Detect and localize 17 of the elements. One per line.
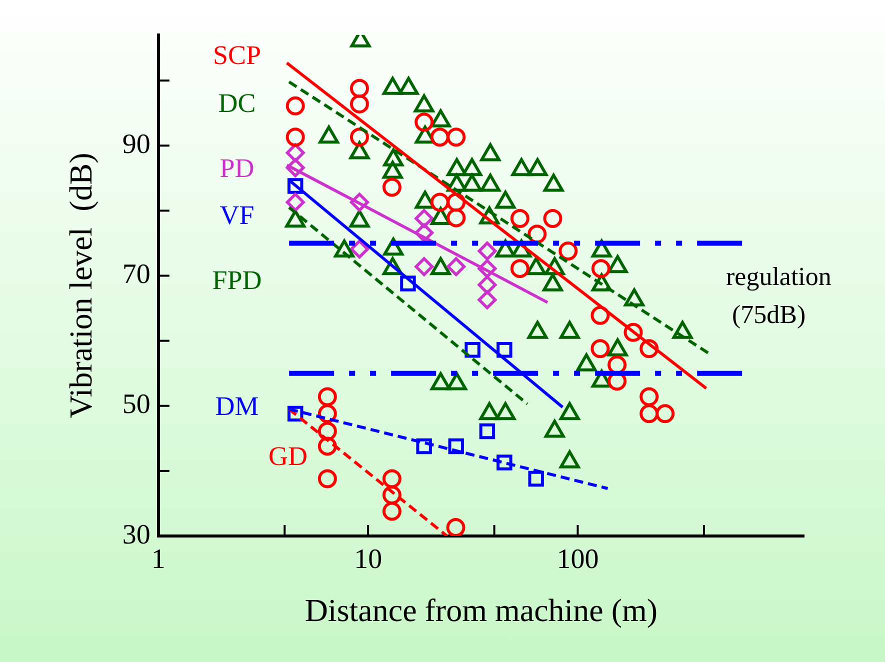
x-tick-label: 100 bbox=[556, 544, 599, 576]
series-label: SCP bbox=[212, 40, 262, 70]
series-label: PD bbox=[220, 153, 254, 184]
series-label: VF bbox=[220, 200, 254, 230]
x-axis-title: Distance from machine (m) bbox=[304, 592, 658, 628]
text: DC bbox=[218, 88, 256, 118]
y-tick-label: 50 bbox=[122, 389, 150, 420]
y-tick-label: 70 bbox=[122, 259, 150, 290]
ref-line-label: regulation (75dB) bbox=[726, 262, 832, 330]
series-label: FPD bbox=[212, 265, 262, 296]
x-tick-label: 10 bbox=[354, 544, 382, 576]
series-label: GD bbox=[268, 441, 308, 472]
x-tick-label: 1 bbox=[151, 544, 166, 576]
y-axis-title: Vibration level (dB) bbox=[62, 152, 99, 418]
y-tick-label: 90 bbox=[122, 128, 150, 160]
series-label: DM bbox=[215, 391, 259, 422]
y-tick-label: 30 bbox=[122, 519, 150, 550]
